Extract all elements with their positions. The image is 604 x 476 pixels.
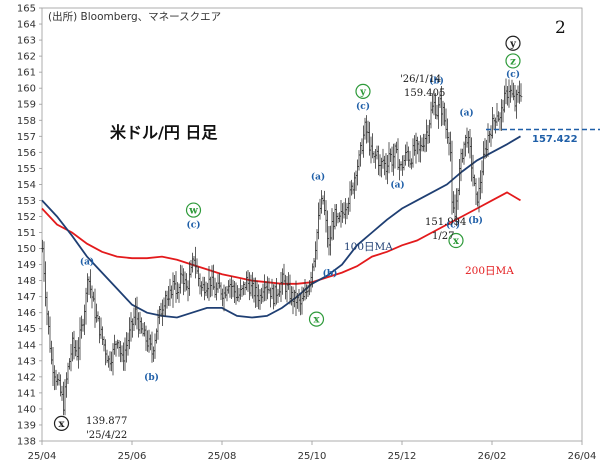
circled-label: y (359, 87, 367, 98)
wave-label: (c) (506, 69, 520, 80)
circled-label: x (314, 315, 321, 326)
wave-count-label: 2 (555, 18, 566, 38)
y-tick-label: 153 (17, 196, 36, 207)
circled-label-ring (448, 232, 464, 249)
y-tick-label: 159 (17, 100, 36, 111)
plot-frame (41, 7, 583, 442)
circled-label: x (453, 236, 460, 247)
y-tick-label: 164 (17, 20, 36, 31)
y-tick-label: 154 (17, 180, 36, 191)
ma100-label: 100日MA (344, 241, 393, 253)
wave-label: (b) (144, 372, 159, 383)
y-tick-label: 140 (17, 404, 36, 415)
y-tick-label: 138 (17, 437, 36, 448)
low-price-label: 139.877 (86, 416, 127, 427)
y-tick-label: 147 (17, 292, 36, 303)
ma100-line (41, 135, 521, 319)
x-tick-label: 25/10 (298, 451, 327, 462)
y-tick-label: 143 (17, 356, 36, 367)
low-date-label: '25/4/22 (86, 430, 127, 441)
ma200-series (41, 191, 521, 285)
y-tick-label: 161 (17, 68, 36, 79)
high-date-label: '26/1/14 (400, 74, 441, 85)
ma200-line (41, 191, 521, 285)
y-tick-label: 157 (17, 132, 36, 143)
y-axis: 138 139 140 141 142 143 144 145 146 147 148 149 150 1… (17, 4, 42, 448)
high-price-label: 159.405 (404, 88, 445, 99)
circled-label-ring (308, 311, 325, 327)
x-axis: 25/04 25/06 25/08 25/10 25/12 26/02 26/04 (28, 441, 597, 462)
price-bars (41, 78, 523, 416)
y-tick-label: 144 (17, 340, 36, 351)
y-tick-label: 156 (17, 148, 36, 159)
wave-label: (a) (459, 107, 473, 118)
level-label: 157.422 (532, 134, 578, 145)
ma100-series (41, 135, 521, 319)
y-tick-label: 163 (17, 36, 36, 47)
circled-label: z (510, 56, 516, 67)
wave-label: (c) (356, 101, 370, 112)
y-tick-label: 158 (17, 116, 36, 127)
y-tick-label: 141 (17, 388, 36, 399)
x-tick-label: 25/12 (388, 451, 417, 462)
circled-label-ring (355, 83, 371, 99)
circled-label-ring (505, 35, 521, 51)
source-note: (出所) Bloomberg、マネースクエア (48, 10, 221, 23)
x-tick-label: 26/02 (478, 451, 507, 462)
y-tick-label: 151 (17, 228, 36, 239)
ma200-label: 200日MA (465, 265, 514, 277)
x-tick-label: 25/08 (208, 451, 237, 462)
wave-labels: (a) (b) (c) (a) (b) (c) (a) (b) (c) (a) (b) (c) (80, 69, 520, 383)
circled-label-ring (53, 415, 70, 431)
wave-label: (c) (187, 220, 201, 231)
circled-label: x (59, 419, 66, 430)
y-tick-label: 160 (17, 84, 36, 95)
y-tick-label: 142 (17, 372, 36, 383)
y-tick-label: 145 (17, 324, 36, 335)
y-tick-label: 146 (17, 308, 36, 319)
x-tick-label: 26/04 (568, 451, 597, 462)
mid-price-label: 151.994 (425, 217, 466, 228)
wave-label: (a) (80, 257, 94, 268)
circled-label-ring (185, 202, 202, 218)
y-tick-label: 155 (17, 164, 36, 175)
circled-label-ring (505, 53, 521, 69)
circled-label: y (509, 39, 517, 50)
y-tick-label: 150 (17, 244, 36, 255)
x-tick-label: 25/04 (28, 451, 57, 462)
y-tick-label: 148 (17, 276, 36, 287)
wave-label: (b) (468, 215, 483, 226)
mid-date-label: 1/27 (432, 231, 454, 242)
x-tick-label: 25/06 (118, 451, 147, 462)
chart-title: 米ドル/円 日足 (110, 123, 218, 142)
y-tick-label: 165 (17, 4, 36, 15)
circled-label: w (188, 206, 198, 217)
wave-label: (b) (429, 75, 444, 86)
wave-label: (c) (446, 220, 460, 231)
y-tick-label: 139 (17, 420, 36, 431)
wave-label: (a) (390, 180, 404, 191)
y-tick-label: 149 (17, 260, 36, 271)
wave-label: (b) (323, 268, 338, 279)
wave-label: (a) (311, 172, 325, 183)
y-tick-label: 162 (17, 52, 36, 63)
y-tick-label: 152 (17, 212, 36, 223)
